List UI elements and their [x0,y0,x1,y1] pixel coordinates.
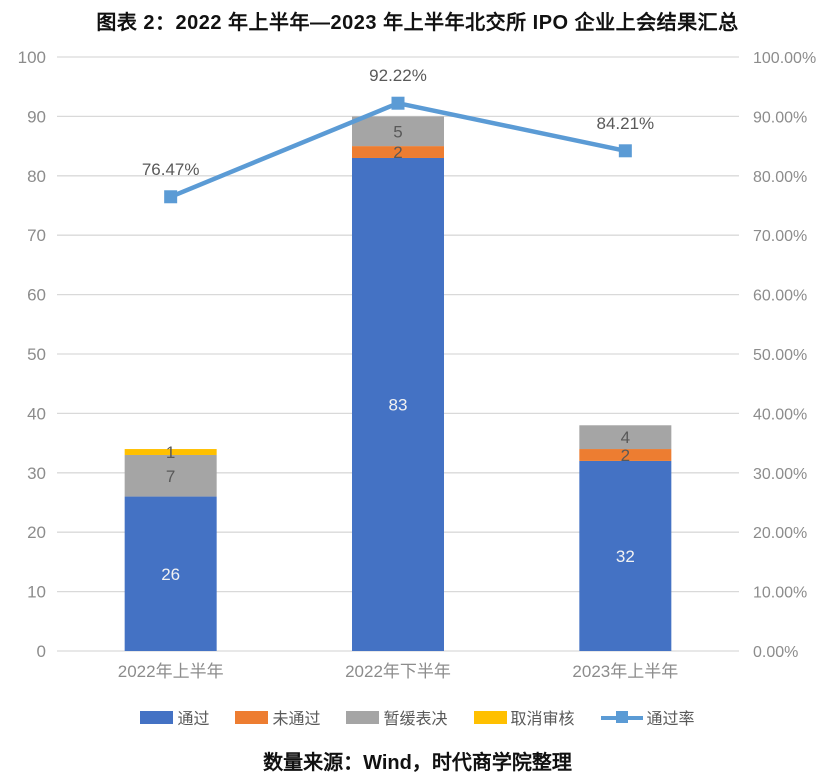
bar-segment-label: 4 [621,428,630,447]
bar-segment [124,496,217,651]
legend-marker-icon [615,710,628,723]
bar-segment-label: 83 [389,395,408,414]
pass-rate-label: 76.47% [142,160,200,179]
legend-item: 未通过 [235,705,320,729]
legend-swatch-icon [346,710,380,724]
left-axis-tick: 100 [18,48,46,67]
right-axis-tick: 60.00% [753,288,807,305]
legend-label: 通过率 [646,711,695,728]
legend-item: 暂缓表决 [346,705,448,729]
category-label: 2022年上半年 [118,662,224,681]
left-axis-tick: 20 [27,523,46,542]
bar-segment [352,146,444,158]
bar-segment-label: 2 [621,446,630,465]
left-axis-tick: 40 [27,404,46,423]
legend-item: 通过 [140,705,209,729]
left-axis-tick: 70 [27,226,46,245]
line-marker [391,96,405,110]
line-marker [618,144,632,158]
right-axis-tick: 100.00% [753,50,816,67]
bar-segment [579,449,672,461]
source-note: 数量来源：Wind，时代商学院整理 [263,752,572,774]
left-axis-tick: 90 [27,107,46,126]
pass-rate-label: 84.21% [596,114,654,133]
chart-svg: 0 0.00% 10 10.00% 20 20.00% 30 30.00% 40 40.00% 50… [18,48,817,681]
legend-item: 取消审核 [473,705,575,729]
legend-line-marker-icon [600,710,643,724]
left-axis-tick: 30 [27,464,46,483]
legend-label: 未通过 [272,711,321,728]
right-axis-tick: 10.00% [753,585,807,602]
right-axis-tick: 50.00% [753,347,807,364]
right-axis-tick: 80.00% [753,169,807,186]
category-label: 2023年上半年 [572,662,678,681]
right-axis-tick: 30.00% [753,466,807,483]
bar-segment-label: 7 [166,467,175,486]
bar-segment [579,425,672,450]
line-marker [164,190,178,204]
pass-rate-label: 92.22% [369,66,427,85]
bar-segment [124,449,217,455]
legend-swatch-icon [140,710,174,724]
bar-segment [579,460,672,651]
bar-segment-label: 32 [616,547,635,566]
right-axis-tick: 70.00% [753,228,807,245]
legend-label: 取消审核 [510,711,575,728]
legend-label: 暂缓表决 [383,711,448,728]
left-axis-tick: 60 [27,286,46,305]
right-axis-tick: 90.00% [753,109,807,126]
bar-segment-label: 26 [161,565,180,584]
left-axis-tick: 0 [37,642,46,661]
legend-label: 通过 [177,711,210,728]
bar-segment [124,454,217,497]
bar-segment [352,157,444,652]
category-label: 2022年下半年 [345,662,451,681]
left-axis-tick: 10 [27,583,46,602]
bar-segment [352,116,444,147]
bar-segment-label: 1 [166,443,175,462]
legend-swatch-icon [235,710,269,724]
chart-title: 图表 2：2022 年上半年—2023 年上半年北交所 IPO 企业上会结果汇总 [96,12,739,34]
left-axis-tick: 50 [27,345,46,364]
left-axis-tick: 80 [27,167,46,186]
right-axis-tick: 40.00% [753,406,807,423]
legend-swatch-icon [473,710,507,724]
bar-segment-label: 2 [393,143,402,162]
right-axis-tick: 20.00% [753,525,807,542]
legend-item: 通过率 [600,705,695,729]
bar-segment-label: 5 [393,122,402,141]
legend: 通过 未通过 暂缓表决 取消审核 通过率 [0,705,835,729]
right-axis-tick: 0.00% [753,644,798,661]
